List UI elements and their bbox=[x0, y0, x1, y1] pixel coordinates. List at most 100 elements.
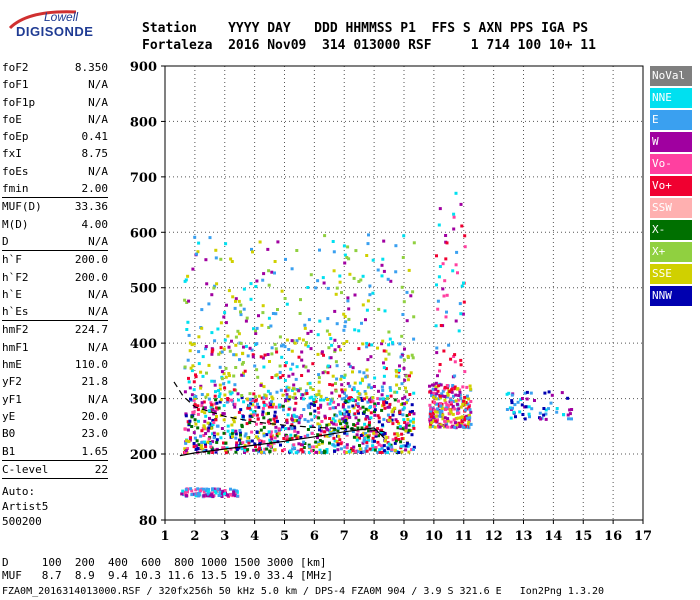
echo-point bbox=[371, 444, 375, 448]
echo-point bbox=[348, 272, 352, 276]
echo-point bbox=[354, 399, 357, 403]
echo-point bbox=[258, 240, 262, 244]
echo-point bbox=[343, 424, 347, 428]
echo-point bbox=[284, 389, 288, 393]
echo-point bbox=[449, 398, 453, 402]
x-tick-label: 5 bbox=[280, 529, 289, 544]
echo-point bbox=[394, 374, 398, 378]
echo-point bbox=[275, 350, 279, 354]
echo-point bbox=[255, 422, 258, 426]
echo-point bbox=[200, 404, 204, 408]
echo-point bbox=[336, 448, 340, 452]
param-value: 33.36 bbox=[74, 200, 108, 214]
echo-point bbox=[293, 414, 297, 418]
echo-point bbox=[453, 353, 457, 357]
echo-point bbox=[200, 393, 204, 396]
echo-point bbox=[436, 374, 439, 378]
echo-point bbox=[204, 345, 208, 348]
echo-point bbox=[208, 422, 212, 426]
echo-point bbox=[330, 421, 333, 425]
echo-point bbox=[340, 374, 344, 378]
echo-point bbox=[306, 344, 310, 348]
echo-point bbox=[337, 345, 341, 349]
echo-point bbox=[371, 399, 375, 403]
echo-point bbox=[273, 410, 277, 414]
echo-point bbox=[234, 494, 238, 498]
echo-point bbox=[275, 431, 279, 435]
echo-point bbox=[405, 390, 408, 394]
y-tick-label: 800 bbox=[130, 115, 157, 130]
echo-point bbox=[329, 337, 333, 341]
echo-point bbox=[446, 425, 449, 429]
echo-point bbox=[252, 413, 256, 417]
echo-point bbox=[212, 487, 216, 491]
echo-point bbox=[326, 286, 330, 290]
echo-point bbox=[380, 274, 384, 278]
echo-point bbox=[185, 451, 189, 455]
echo-point bbox=[262, 434, 266, 438]
echo-point bbox=[303, 323, 307, 327]
echo-point bbox=[219, 398, 223, 402]
echo-point bbox=[373, 448, 377, 452]
echo-point bbox=[306, 331, 310, 335]
param-label: B0 bbox=[2, 427, 16, 441]
echo-point bbox=[379, 431, 383, 435]
echo-point bbox=[333, 406, 337, 410]
y-tick-label: 900 bbox=[130, 60, 157, 75]
echo-point bbox=[382, 449, 386, 453]
echo-point bbox=[357, 397, 361, 401]
echo-point bbox=[261, 410, 265, 414]
echo-point bbox=[218, 387, 222, 391]
echo-point bbox=[293, 426, 297, 430]
echo-point bbox=[431, 383, 434, 387]
echo-point bbox=[311, 362, 315, 366]
legend-item: Vo+ bbox=[650, 176, 692, 196]
echo-point bbox=[239, 310, 242, 314]
echo-point bbox=[287, 427, 291, 431]
echo-point bbox=[273, 440, 276, 444]
echo-point bbox=[365, 444, 369, 448]
echo-point bbox=[343, 388, 347, 392]
echo-point bbox=[440, 407, 444, 410]
echo-point bbox=[377, 416, 381, 420]
echo-point bbox=[317, 416, 321, 420]
echo-point bbox=[345, 446, 349, 450]
echo-point bbox=[333, 349, 337, 353]
echo-point bbox=[371, 396, 375, 400]
echo-point bbox=[351, 366, 355, 370]
echo-point bbox=[445, 293, 449, 297]
echo-point bbox=[432, 383, 436, 387]
echo-point bbox=[309, 402, 313, 406]
echo-point bbox=[211, 487, 215, 491]
echo-point bbox=[199, 370, 203, 374]
echo-point bbox=[184, 278, 188, 282]
echo-point bbox=[215, 440, 219, 444]
echo-point bbox=[222, 347, 226, 351]
echo-point bbox=[229, 447, 233, 451]
echo-point bbox=[438, 265, 442, 268]
echo-point bbox=[211, 348, 215, 352]
echo-point bbox=[300, 396, 303, 400]
echo-point bbox=[214, 248, 218, 252]
echo-point bbox=[376, 268, 380, 272]
echo-point bbox=[317, 443, 321, 446]
echo-point bbox=[384, 357, 388, 361]
echo-point bbox=[223, 393, 227, 397]
echo-point bbox=[347, 257, 351, 261]
echo-point bbox=[329, 398, 333, 402]
echo-point bbox=[400, 353, 404, 357]
echo-point bbox=[465, 385, 469, 389]
echo-point bbox=[365, 254, 369, 257]
echo-point bbox=[367, 423, 371, 427]
echo-point bbox=[568, 408, 572, 412]
echo-point bbox=[407, 428, 411, 432]
echo-point bbox=[239, 408, 243, 412]
echo-point bbox=[352, 445, 356, 449]
echo-point bbox=[316, 352, 320, 356]
echo-point bbox=[224, 493, 228, 497]
echo-point bbox=[286, 440, 290, 444]
x-tick-label: 9 bbox=[399, 529, 408, 544]
param-value: 200.0 bbox=[74, 253, 108, 267]
autoscaling-info: Auto: Artist5 500200 bbox=[2, 484, 48, 529]
echo-point bbox=[201, 374, 205, 378]
